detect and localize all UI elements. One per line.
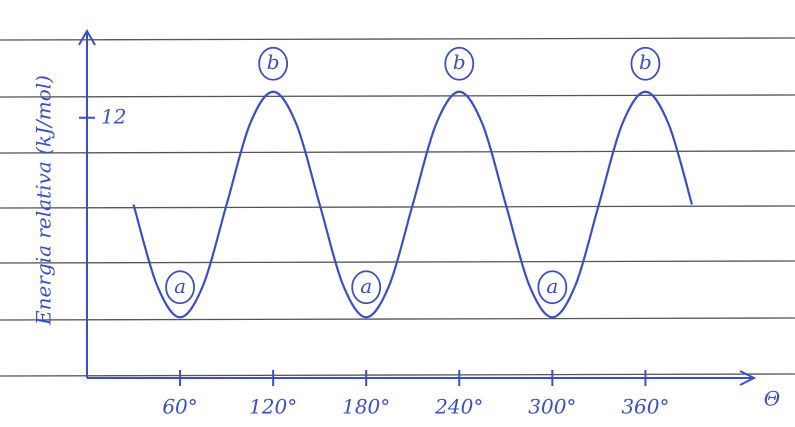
x-tick-label: 60°: [162, 395, 197, 419]
x-tick-label: 300°: [528, 395, 576, 419]
x-tick-label: 120°: [249, 395, 297, 419]
x-axis-label: Θ: [764, 387, 780, 411]
chart: Energia relativa (kJ/mol) Θ 12 60° 120° 180…: [0, 0, 795, 427]
annotation-label: b: [453, 50, 466, 74]
paper-rules: [0, 38, 795, 376]
annotation-label: b: [267, 50, 280, 74]
y-axis-label: Energia relativa (kJ/mol): [32, 75, 56, 326]
x-tick-label: 360°: [621, 395, 669, 419]
y-tick-label: 12: [101, 104, 126, 128]
annotation-label: b: [639, 50, 652, 74]
x-tick-label: 240°: [434, 395, 483, 419]
annotation-label: a: [360, 274, 372, 298]
annotation-label: a: [174, 274, 186, 298]
x-tick-label: 180°: [342, 395, 390, 419]
annotation-label: a: [546, 274, 558, 298]
energy-curve: [134, 92, 692, 318]
